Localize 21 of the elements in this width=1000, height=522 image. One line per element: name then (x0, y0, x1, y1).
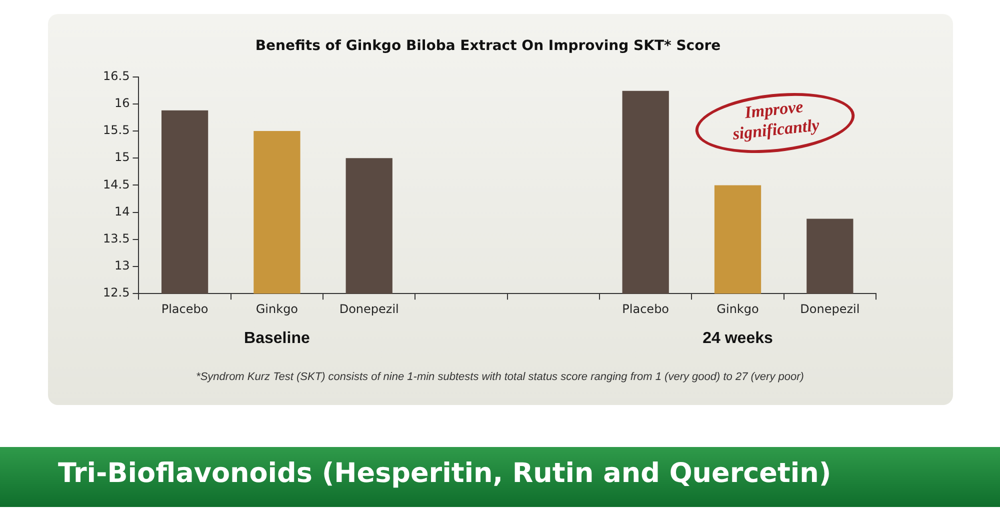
y-tick-label: 14 (114, 204, 130, 218)
chart-title: Benefits of Ginkgo Biloba Extract On Improving SKT* Score (255, 38, 721, 54)
y-tick-label: 14.5 (103, 177, 130, 192)
y-tick-label: 13 (114, 258, 130, 273)
text: *Syndrom Kurz Test (SKT) consists of nine 1-min subtests with total status score ranging from 1 (very good) to 27 (very poor) (195, 371, 805, 383)
annotation: Improve significantly (730, 96, 822, 146)
text: 24 weeks (702, 330, 773, 348)
x-tick-label: Placebo (622, 302, 670, 316)
y-tick-label: 16 (114, 96, 130, 110)
text: Tri-Bioflavonoids (Hesperitin, Rutin and Quercetin) (58, 458, 832, 489)
x-tick-label: Donepezil (339, 302, 399, 316)
x-tick-label: Ginkgo (256, 302, 298, 316)
y-tick-label: 15.5 (103, 123, 130, 138)
y-tick-label: 12.5 (103, 286, 130, 300)
y-tick-label: 16.5 (103, 68, 130, 83)
text: Baseline (244, 330, 310, 348)
x-tick-label: Donepezil (800, 302, 860, 316)
y-tick-label: 15 (114, 150, 130, 164)
y-tick-label: 13.5 (103, 232, 130, 246)
x-tick-label: Placebo (161, 302, 208, 316)
x-tick-label: Ginkgo (716, 302, 759, 316)
